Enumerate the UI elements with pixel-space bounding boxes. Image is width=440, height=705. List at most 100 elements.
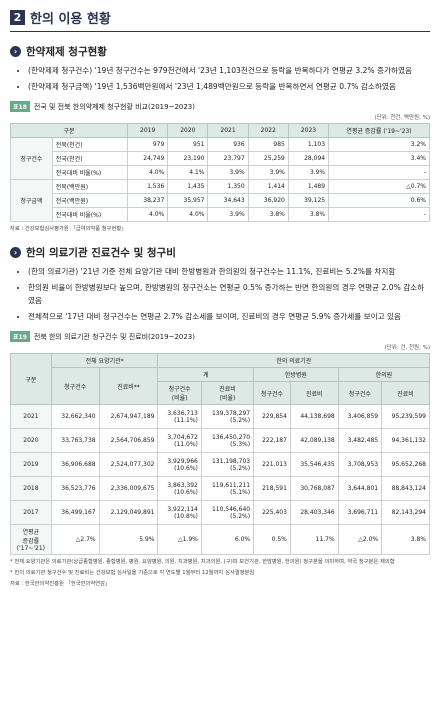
cell: 3,922,114 (10.8%) [157, 500, 202, 525]
cell: 23,797 [207, 151, 249, 166]
cell: 36,499,167 [50, 500, 100, 525]
cell: 136,450,270 (5.3%) [200, 428, 255, 453]
table-row: 청구건수 전북(천건) 979 951 936 985 1,103 3.2% [10, 137, 430, 180]
cell: 3,696,711 [337, 500, 383, 525]
cell: 42,089,138 [289, 428, 339, 453]
cell: 39,125 [287, 193, 330, 208]
cell: 3,644,801 [337, 476, 383, 501]
cell: 4.0% [127, 207, 169, 222]
cell: 24,749 [127, 151, 169, 166]
heading-text: 한의 의료기관 진료건수 및 청구비 [26, 247, 176, 259]
table-unit: (단위: 천건, 백만원, %) [374, 115, 430, 121]
table-source: 자료 : 건강보험심사평가원 「급여의약품 청구현황」 [10, 226, 127, 232]
table-row: 전국대비 비율(%) 4.0% 4.0% 3.9% 3.8% 3.8% - [11, 207, 430, 222]
cell: 222,187 [253, 428, 291, 453]
cell: 3,708,953 [337, 452, 383, 477]
table-label: 표18 [10, 101, 30, 112]
cell: △1.9% [157, 524, 202, 555]
cell: 5.9% [98, 524, 159, 555]
cell: 3,482,485 [337, 428, 383, 453]
row-label: 2021 [10, 404, 52, 429]
cell: 38,237 [127, 193, 169, 208]
cell: 3,929,966 (10.6%) [157, 452, 202, 477]
cell: 6.0% [200, 524, 255, 555]
row-label: 2017 [10, 500, 52, 525]
column-header: 청구건수 [50, 367, 100, 405]
cell: 0.5% [253, 524, 291, 555]
cell: △0.7% [328, 179, 430, 194]
cell: 33,763,738 [50, 428, 100, 453]
heading-icon: › [10, 46, 21, 57]
column-header: 구분 [10, 353, 52, 405]
cell: 36,523,776 [50, 476, 100, 501]
table-row: 2019 36,906,688 2,524,077,302 3,929,966 (10… [10, 452, 430, 477]
column-header: 계 [157, 367, 255, 382]
cell: 28,403,346 [289, 500, 339, 525]
table-label: 표19 [10, 331, 30, 342]
cell: 1,435 [167, 179, 209, 194]
column-header: 청구건수 [253, 381, 291, 405]
cell: 110,546,640 (5.2%) [200, 500, 255, 525]
document: 2 한의 이용 현황 › 한약제제 청구현황 (한약제제 청구건수) '19년 청구… [0, 0, 440, 588]
column-header: 청구건수 (비율) [157, 381, 202, 405]
cell: 28,094 [287, 151, 330, 166]
cell: 218,591 [253, 476, 291, 501]
cell: 95,239,599 [381, 404, 430, 429]
cell: 3.9% [287, 165, 330, 180]
column-header: 2022 [247, 123, 289, 138]
cell: 1,489 [287, 179, 330, 194]
row-label: 연평균 증감률 ('17~'21) [10, 524, 52, 555]
row-label: 2019 [10, 452, 52, 477]
title-number: 2 [10, 10, 25, 25]
bullet: (한약제제 청구건수) '19년 청구건수는 979천건에서 '23년 1,10… [28, 64, 430, 77]
cell: 3.2% [328, 137, 430, 152]
cell: 131,198,703 (5.2%) [200, 452, 255, 477]
column-header: 한의 의료기관 [157, 353, 430, 368]
cell: 3,636,713 (11.1%) [157, 404, 202, 429]
cell: - [328, 207, 430, 222]
bullet-list: (한의 의료기관) '21년 기준 전체 요양기관 대비 한방병원과 한의원의 … [10, 265, 430, 323]
cell: 32,662,340 [50, 404, 100, 429]
cell: 94,361,132 [381, 428, 430, 453]
cell: 2,674,947,189 [98, 404, 159, 429]
bullet-list: (한약제제 청구건수) '19년 청구건수는 979천건에서 '23년 1,10… [10, 64, 430, 93]
cell: 3.4% [328, 151, 430, 166]
group-label: 청구건수 [10, 137, 53, 180]
cell: 936 [207, 137, 249, 152]
heading-text: 한약제제 청구현황 [26, 46, 107, 58]
cell: 1,350 [207, 179, 249, 194]
table-note: * 전체 요양기관은 의료기관(상급종합병원, 종합병원, 병원, 요양병원, … [10, 559, 395, 565]
cell: 23,190 [167, 151, 209, 166]
cell: 229,854 [253, 404, 291, 429]
table-row: 청구금액 전북(백만원) 1,536 1,435 1,350 1,414 1,489 △0.7… [10, 179, 430, 222]
table-row: 연평균 증감률 ('17~'21) △2.7% 5.9% △1.9% 6.0% 0.5% 1… [10, 524, 430, 555]
cell: 35,957 [167, 193, 209, 208]
cell: 35,546,435 [289, 452, 339, 477]
column-header: 구분 [9, 123, 129, 138]
table-row: 2017 36,499,167 2,129,049,891 3,922,114 (10… [10, 500, 430, 525]
section-heading: › 한약제제 청구현황 [10, 44, 430, 59]
cell: 979 [127, 137, 169, 152]
cell: 2,564,706,859 [98, 428, 159, 453]
cell: 119,611,211 (5.1%) [200, 476, 255, 501]
cell: 88,843,124 [381, 476, 430, 501]
table-row: 전국대비 비율(%) 4.0% 4.1% 3.9% 3.9% 3.9% - [11, 165, 430, 180]
column-header: 한방병원 [253, 367, 339, 382]
header-row: 구분 2019 2020 2021 2022 2023 연평균 증감률 ('19~'23) [9, 123, 430, 138]
table-source: 자료 : 한국한의약진흥원 「한국한의약연감」 [10, 581, 111, 587]
column-header: 2021 [207, 123, 249, 138]
cell: 34,643 [207, 193, 249, 208]
table-row: 전국(천건) 24,749 23,190 23,797 25,259 28,094 3.4% [11, 151, 430, 166]
row-label: 전국대비 비율(%) [51, 207, 129, 222]
header-row: 청구건수 진료비** 계 한방병원 한의원 [11, 367, 431, 405]
cell: 1,536 [127, 179, 169, 194]
table-row: 전국(백만원) 38,237 35,957 34,643 36,920 39,125 0.6… [11, 193, 430, 208]
row-label: 2018 [10, 476, 52, 501]
caption-text: 전북 한의 의료기관 청구건수 및 진료비(2019~2023) [33, 332, 195, 341]
cell: 11.7% [289, 524, 339, 555]
cell: 3.9% [207, 207, 249, 222]
cell: 3.8% [381, 524, 430, 555]
table-caption: 표19 전북 한의 의료기관 청구건수 및 진료비(2019~2023) [10, 331, 430, 342]
heading-icon: › [10, 247, 21, 258]
